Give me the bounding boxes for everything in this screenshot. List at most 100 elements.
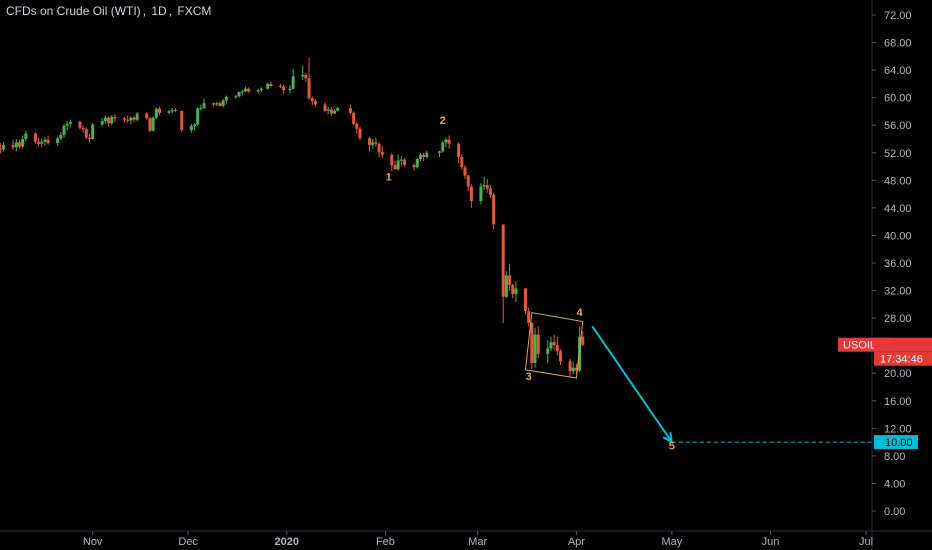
candle-up [215,103,219,105]
countdown-tag [874,351,932,366]
candle-down [447,139,451,144]
wave-label-3: 3 [526,371,532,383]
x-tick-label: Dec [178,536,198,548]
candle-down [403,159,407,166]
candle-up [479,186,483,201]
candle-down [511,285,515,294]
candle-down [523,288,527,312]
candle-down [558,351,562,362]
candle-down [380,152,384,155]
candle-up [189,125,193,131]
candle-down [377,143,381,153]
candle-down [78,121,82,128]
candle-up [202,103,206,108]
candle-up [441,142,445,152]
candle-up [68,121,72,124]
y-tick-label: 64.00 [884,65,912,77]
candle-down [323,104,327,111]
candle-up [396,160,400,170]
candle-up [43,139,47,142]
candle-up [24,133,28,139]
x-tick-label: 2020 [275,536,299,548]
candle-up [415,158,419,168]
candle-up [326,109,330,111]
y-tick-label: 68.00 [884,38,912,50]
candle-down [11,145,15,148]
candle-up [154,108,158,118]
candle-down [329,109,333,114]
candle-down [247,88,251,92]
candle-up [291,76,295,89]
candle-down [555,344,559,352]
candle-down [87,137,91,139]
candle-down [466,175,470,187]
candle-up [549,342,553,349]
interval-label: 1D [151,4,167,18]
candle-up [514,288,518,294]
candle-down [393,165,397,170]
exchange-label: FXCM [177,4,212,18]
candle-down [469,186,473,201]
candle-down [33,133,37,142]
x-axis[interactable]: Nov Dec 2020 Feb Mar Apr May Jun Jul [0,530,932,548]
candle-up [135,113,139,120]
target-arrow-line [591,325,673,443]
candle-down [269,83,273,86]
candle-down [352,112,356,124]
candle-up [59,134,63,139]
candle-up [240,91,244,93]
candle-down [368,138,372,146]
candle-up [40,141,44,144]
candle-up [438,151,442,153]
instrument-name: CFDs on Crude Oil (WTI) [6,4,141,18]
y-tick-label: 48.00 [884,175,912,187]
candle-down [145,113,149,119]
candle-up [243,88,247,92]
candle-down [37,141,41,144]
candle-up [256,90,260,92]
wave-label-4: 4 [577,307,584,319]
x-tick-label: Apr [568,536,585,548]
candle-up [237,92,241,97]
y-tick-label: 4.00 [884,478,905,490]
candle-down [173,110,177,112]
candle-down [568,361,572,372]
candles [0,57,585,377]
y-tick-label: 40.00 [884,230,912,242]
candle-down [0,148,2,150]
x-tick-label: May [661,536,682,548]
candle-down [313,101,317,105]
candle-down [460,156,464,168]
candle-down [488,188,492,195]
wave-label-1: 1 [386,171,392,183]
candle-up [170,110,174,112]
candle-down [574,367,578,371]
candle-down [126,119,130,121]
candle-up [259,88,263,91]
candle-up [62,125,66,135]
candle-down [492,194,496,225]
candle-down [457,143,461,157]
y-tick-label: 32.00 [884,286,912,298]
target-price-text: 10.00 [885,437,913,449]
candle-down [348,108,352,113]
candle-up [533,334,537,363]
x-tick-label: Jul [859,536,873,548]
candle-down [282,86,286,91]
candle-down [81,127,85,130]
candle-down [530,322,534,363]
wave-label-2: 2 [440,115,446,127]
y-tick-label: 44.00 [884,203,912,215]
candle-up [301,74,305,77]
last-price-tag [874,337,932,352]
candle-up [192,124,196,126]
y-axis[interactable]: 72.00 68.00 64.00 60.00 56.00 52.00 48.00 44.00… [871,0,912,550]
candle-up [196,108,200,125]
candle-up [65,123,69,126]
candle-down [508,275,512,286]
candle-up [571,367,575,372]
candle-up [91,124,95,139]
candle-down [390,154,394,166]
